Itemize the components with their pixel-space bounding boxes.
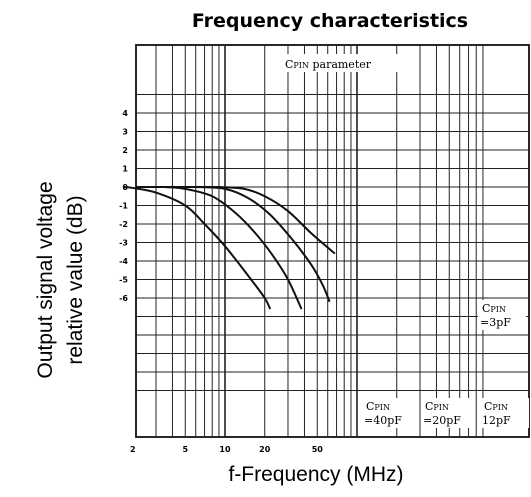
y-axis-label-line-1: Output signal voltage <box>34 181 57 378</box>
series-label-name: CPIN <box>366 400 390 413</box>
y-tick-label: -4 <box>119 257 128 266</box>
x-tick-label: 2 <box>130 445 136 454</box>
series-line-2 <box>195 186 331 303</box>
x-tick-label: 5 <box>182 445 188 454</box>
y-tick-label: 4 <box>122 109 128 118</box>
x-axis-label: f-Frequency (MHz) <box>228 463 403 486</box>
y-tick-label: -2 <box>119 220 128 229</box>
series-label-name: CPIN <box>425 400 449 413</box>
y-axis-label: Output signal voltage relative value (dB… <box>34 181 87 378</box>
series-label-name: CPIN <box>482 302 506 315</box>
y-tick-label: 1 <box>122 165 128 174</box>
series-label-bg <box>421 398 471 428</box>
y-tick-label: -1 <box>119 202 128 211</box>
series-label-bg <box>480 398 529 428</box>
series-label-name: CPIN <box>484 400 508 413</box>
grid-lines <box>136 45 529 437</box>
x-tick-label: 50 <box>312 445 324 454</box>
cpin-parameter-label: CPIN parameter <box>280 54 404 72</box>
x-tick-label: 10 <box>219 445 231 454</box>
annotation-text: CPIN parameter <box>285 58 372 71</box>
series-label-value: =20pF <box>423 414 461 427</box>
series-line-1 <box>164 186 303 310</box>
series-label-0: CPIN=40pF <box>362 398 414 428</box>
y-tick-label: -6 <box>119 294 128 303</box>
series-label-value: =40pF <box>364 414 402 427</box>
chart-title: Frequency characteristics <box>192 10 468 32</box>
y-tick-label: 3 <box>122 128 128 137</box>
y-axis-label-line-2: relative value (dB) <box>64 195 87 364</box>
y-tick-label: -3 <box>119 239 128 248</box>
x-tick-label: 20 <box>259 445 271 454</box>
series-line-3 <box>218 186 336 255</box>
series-label-bg <box>362 398 414 428</box>
series-label-bg <box>478 300 526 330</box>
series-lines <box>123 186 336 310</box>
plot-frame <box>135 44 530 438</box>
annotation-bg <box>280 54 404 72</box>
series-label-1: CPIN=20pF <box>421 398 471 428</box>
cpin-annotation: CPIN parameter <box>280 54 404 72</box>
series-label-value: =3pF <box>480 316 511 329</box>
series-label-value: 12pF <box>482 414 511 427</box>
y-tick-label: 2 <box>122 146 128 155</box>
y-tick-label: -5 <box>119 276 128 285</box>
series-label-3: CPIN=3pF <box>478 300 526 330</box>
series-line-0 <box>123 186 272 310</box>
